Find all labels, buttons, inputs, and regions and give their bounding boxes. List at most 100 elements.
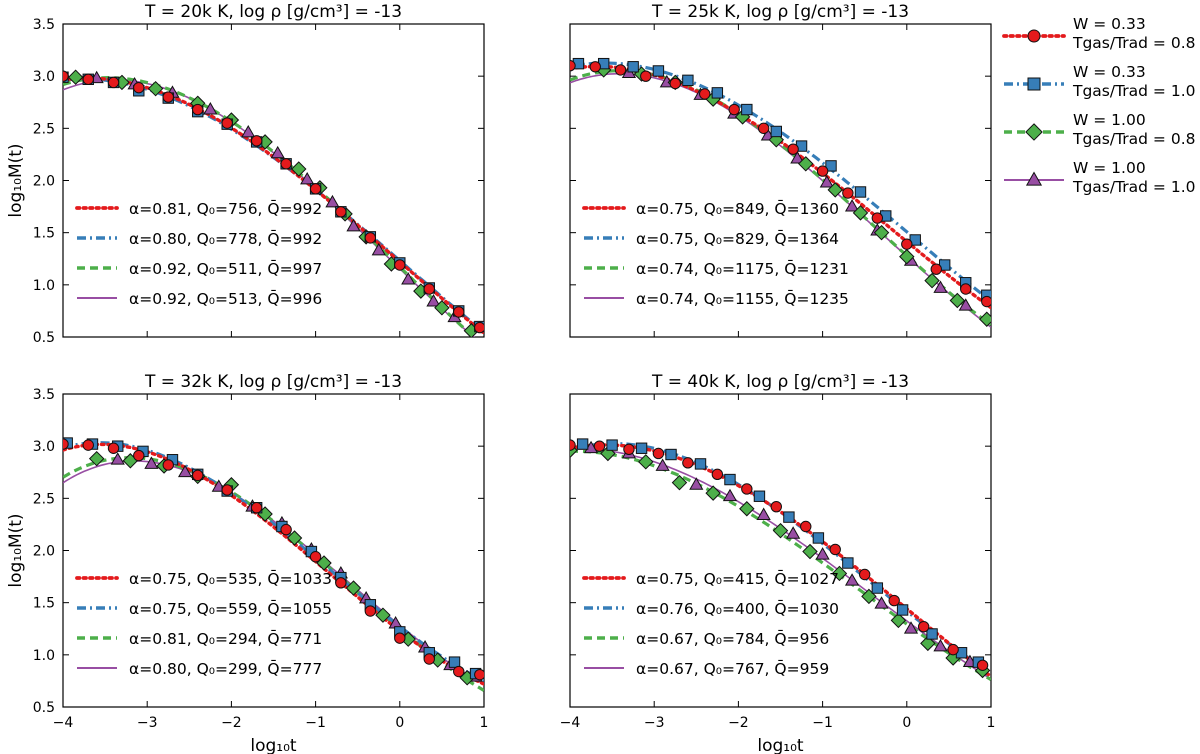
data-point-circle bbox=[728, 103, 740, 116]
panel-title: T = 25k K, log ρ [g/cm³] = -13 bbox=[651, 2, 909, 22]
data-point-circle bbox=[699, 88, 711, 100]
data-point-triangle bbox=[426, 294, 441, 307]
data-point-triangle bbox=[346, 218, 361, 232]
data-point-circle bbox=[871, 212, 884, 224]
legend-label-ratio: Tgas/Trad = 0.8 bbox=[1072, 34, 1196, 52]
data-point-diamond bbox=[375, 607, 391, 623]
panel-title: T = 20k K, log ρ [g/cm³] = -13 bbox=[144, 2, 402, 22]
data-point-triangle bbox=[300, 171, 315, 185]
x-tick-label: −3 bbox=[137, 715, 158, 731]
data-point-diamond bbox=[291, 161, 307, 177]
y-tick-label: 1.5 bbox=[33, 596, 55, 612]
x-tick-label: 1 bbox=[987, 715, 996, 731]
x-axis-label: log₁₀t bbox=[757, 736, 804, 754]
data-point-diamond bbox=[852, 205, 869, 221]
data-point-circle bbox=[474, 321, 484, 334]
data-point-triangle bbox=[903, 621, 919, 634]
data-point-triangle bbox=[819, 175, 834, 188]
data-point-triangle bbox=[815, 547, 830, 560]
data-point-circle bbox=[133, 81, 145, 94]
x-axis-label: log₁₀t bbox=[250, 736, 297, 754]
data-point-diamond bbox=[67, 69, 84, 85]
data-point-square bbox=[812, 532, 825, 544]
data-point-square bbox=[854, 186, 867, 198]
data-point-circle bbox=[453, 665, 465, 678]
data-point-circle bbox=[976, 659, 989, 671]
data-point-diamond bbox=[802, 543, 818, 560]
data-point-circle bbox=[82, 439, 94, 451]
y-tick-label: 2.0 bbox=[33, 174, 55, 190]
data-point-triangle bbox=[933, 280, 948, 293]
fit-legend-label: α=0.81, Q₀=294, Q̄=771 bbox=[129, 629, 322, 648]
data-point-diamond bbox=[831, 565, 848, 582]
data-point-circle bbox=[394, 259, 406, 271]
data-point-triangle bbox=[958, 298, 973, 311]
x-tick-label: −1 bbox=[812, 715, 833, 731]
data-point-diamond bbox=[924, 272, 940, 289]
data-point-circle bbox=[133, 449, 145, 462]
data-point-triangle bbox=[241, 124, 256, 138]
data-point-triangle bbox=[722, 488, 738, 502]
fit-legend-label: α=0.75, Q₀=849, Q̄=1360 bbox=[636, 199, 839, 218]
fit-legend: α=0.75, Q₀=415, Q̄=1027 α=0.76, Q₀=400, Q… bbox=[582, 569, 839, 678]
x-tick-label: 0 bbox=[902, 715, 911, 731]
data-point-square bbox=[825, 160, 837, 172]
data-point-triangle bbox=[844, 573, 860, 586]
data-point-triangle bbox=[270, 145, 285, 159]
fit-legend-label: α=0.80, Q₀=299, Q̄=777 bbox=[129, 659, 322, 678]
data-point-circle bbox=[829, 543, 841, 556]
data-point-triangle bbox=[401, 272, 416, 285]
fit-legend-label: α=0.75, Q₀=415, Q̄=1027 bbox=[636, 569, 839, 588]
data-point-diamond bbox=[979, 311, 991, 327]
data-point-triangle bbox=[756, 507, 771, 520]
y-tick-label: 1.0 bbox=[33, 648, 55, 664]
x-tick-label: −3 bbox=[644, 715, 665, 731]
data-point-diamond bbox=[434, 300, 450, 316]
data-point-square bbox=[576, 438, 589, 450]
data-point-circle bbox=[800, 520, 812, 533]
data-point-triangle bbox=[144, 456, 159, 469]
legend-label-ratio: Tgas/Trad = 1.0 bbox=[1072, 82, 1196, 100]
data-point-circle bbox=[309, 183, 322, 195]
data-point-triangle bbox=[325, 194, 340, 208]
y-tick-label: 1.0 bbox=[33, 278, 55, 294]
fit-legend: α=0.75, Q₀=535, Q̄=1033 α=0.75, Q₀=559, Q… bbox=[75, 569, 332, 678]
data-point-circle bbox=[669, 77, 681, 90]
fit-legend-label: α=0.76, Q₀=400, Q̄=1030 bbox=[636, 599, 839, 618]
data-point-circle bbox=[335, 577, 347, 589]
data-point-triangle bbox=[874, 596, 889, 609]
legend-marker-square bbox=[1027, 77, 1041, 91]
data-point-circle bbox=[364, 605, 377, 617]
fit-legend-label: α=0.75, Q₀=535, Q̄=1033 bbox=[129, 569, 332, 588]
y-tick-label: 3.0 bbox=[33, 439, 55, 455]
fit-legend-label: α=0.80, Q₀=778, Q̄=992 bbox=[129, 229, 322, 248]
data-point-circle bbox=[63, 438, 69, 450]
data-point-circle bbox=[640, 70, 652, 82]
y-tick-label: 2.0 bbox=[33, 544, 55, 560]
data-point-triangle bbox=[790, 151, 805, 164]
data-point-circle bbox=[82, 73, 94, 85]
data-point-diamond bbox=[638, 454, 654, 470]
panel-2: T = 25k K, log ρ [g/cm³] = -13 α=0.75, Q₀… bbox=[569, 2, 992, 338]
fit-legend-label: α=0.74, Q₀=1175, Q̄=1231 bbox=[636, 259, 849, 278]
y-tick-label: 3.0 bbox=[33, 69, 55, 85]
y-tick-label: 0.5 bbox=[33, 330, 55, 346]
data-point-diamond bbox=[772, 522, 789, 539]
plot-area bbox=[570, 57, 991, 328]
data-point-circle bbox=[280, 158, 292, 170]
data-point-circle bbox=[474, 668, 484, 681]
data-point-circle bbox=[192, 469, 204, 482]
data-point-circle bbox=[162, 91, 174, 103]
y-tick-label: 3.5 bbox=[33, 387, 55, 403]
data-point-triangle bbox=[110, 452, 125, 465]
legend-label-w: W = 1.00 bbox=[1073, 111, 1146, 129]
data-point-diamond bbox=[827, 182, 843, 198]
data-point-square bbox=[926, 628, 938, 640]
panel-title: T = 40k K, log ρ [g/cm³] = -13 bbox=[651, 372, 909, 392]
data-point-square bbox=[606, 439, 618, 451]
data-point-circle bbox=[917, 620, 930, 633]
data-point-diamond bbox=[705, 485, 721, 501]
data-point-circle bbox=[652, 447, 665, 460]
data-point-circle bbox=[107, 76, 120, 89]
